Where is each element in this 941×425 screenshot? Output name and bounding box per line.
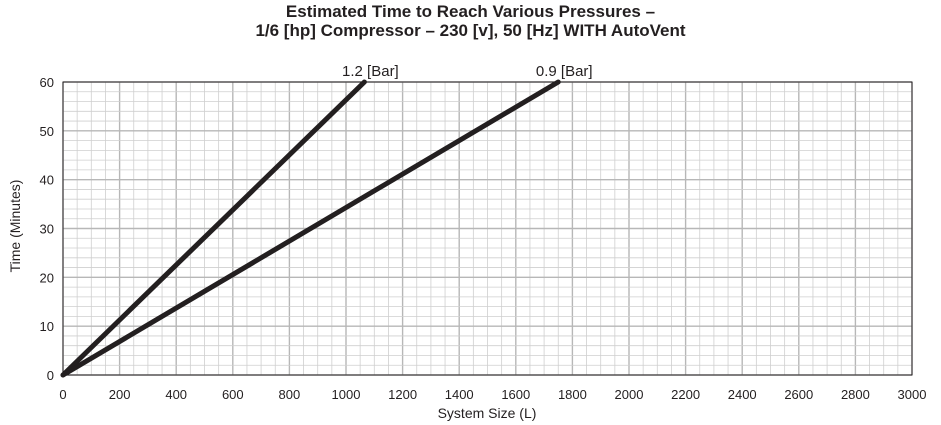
chart-title-line-1: Estimated Time to Reach Various Pressure… — [285, 2, 656, 21]
x-tick-label: 3000 — [898, 387, 927, 402]
x-tick-label: 1000 — [332, 387, 361, 402]
series-line-2 — [60, 79, 561, 378]
y-tick-label: 60 — [40, 75, 54, 90]
series-group: 1.2 [Bar] 0.9 [Bar] — [60, 63, 593, 378]
y-tick-label: 40 — [40, 173, 54, 188]
x-tick-label: 1800 — [558, 387, 587, 402]
x-tick-label: 2200 — [671, 387, 700, 402]
x-tick-label: 400 — [165, 387, 187, 402]
x-tick-label: 2800 — [841, 387, 870, 402]
x-tick-label: 1400 — [445, 387, 474, 402]
y-tick-label: 50 — [40, 124, 54, 139]
x-tick-label: 2000 — [615, 387, 644, 402]
y-tick-label: 30 — [40, 222, 54, 237]
x-tick-label: 600 — [222, 387, 244, 402]
x-tick-labels: 0 200 400 600 800 1000 1200 1400 1600 1800 2000 220… — [59, 387, 926, 402]
x-tick-label: 1600 — [501, 387, 530, 402]
y-tick-label: 10 — [40, 319, 54, 334]
plot-frame — [62, 81, 913, 376]
series-line-1 — [60, 79, 367, 378]
y-tick-label: 0 — [47, 368, 54, 383]
x-tick-label: 2600 — [784, 387, 813, 402]
series-label-1: 1.2 [Bar] — [342, 63, 399, 80]
x-axis-label: System Size (L) — [438, 405, 537, 421]
x-tick-label: 800 — [279, 387, 301, 402]
y-tick-label: 20 — [40, 270, 54, 285]
series-label-2: 0.9 [Bar] — [536, 63, 593, 80]
x-tick-label: 200 — [109, 387, 131, 402]
y-axis-label: Time (Minutes) — [7, 180, 23, 273]
y-tick-labels: 0 10 20 30 40 50 60 — [40, 75, 54, 383]
x-tick-label: 2400 — [728, 387, 757, 402]
x-tick-label: 1200 — [388, 387, 417, 402]
x-tick-label: 0 — [59, 387, 66, 402]
chart-title-line-2: 1/6 [hp] Compressor – 230 [v], 50 [Hz] W… — [255, 21, 686, 40]
